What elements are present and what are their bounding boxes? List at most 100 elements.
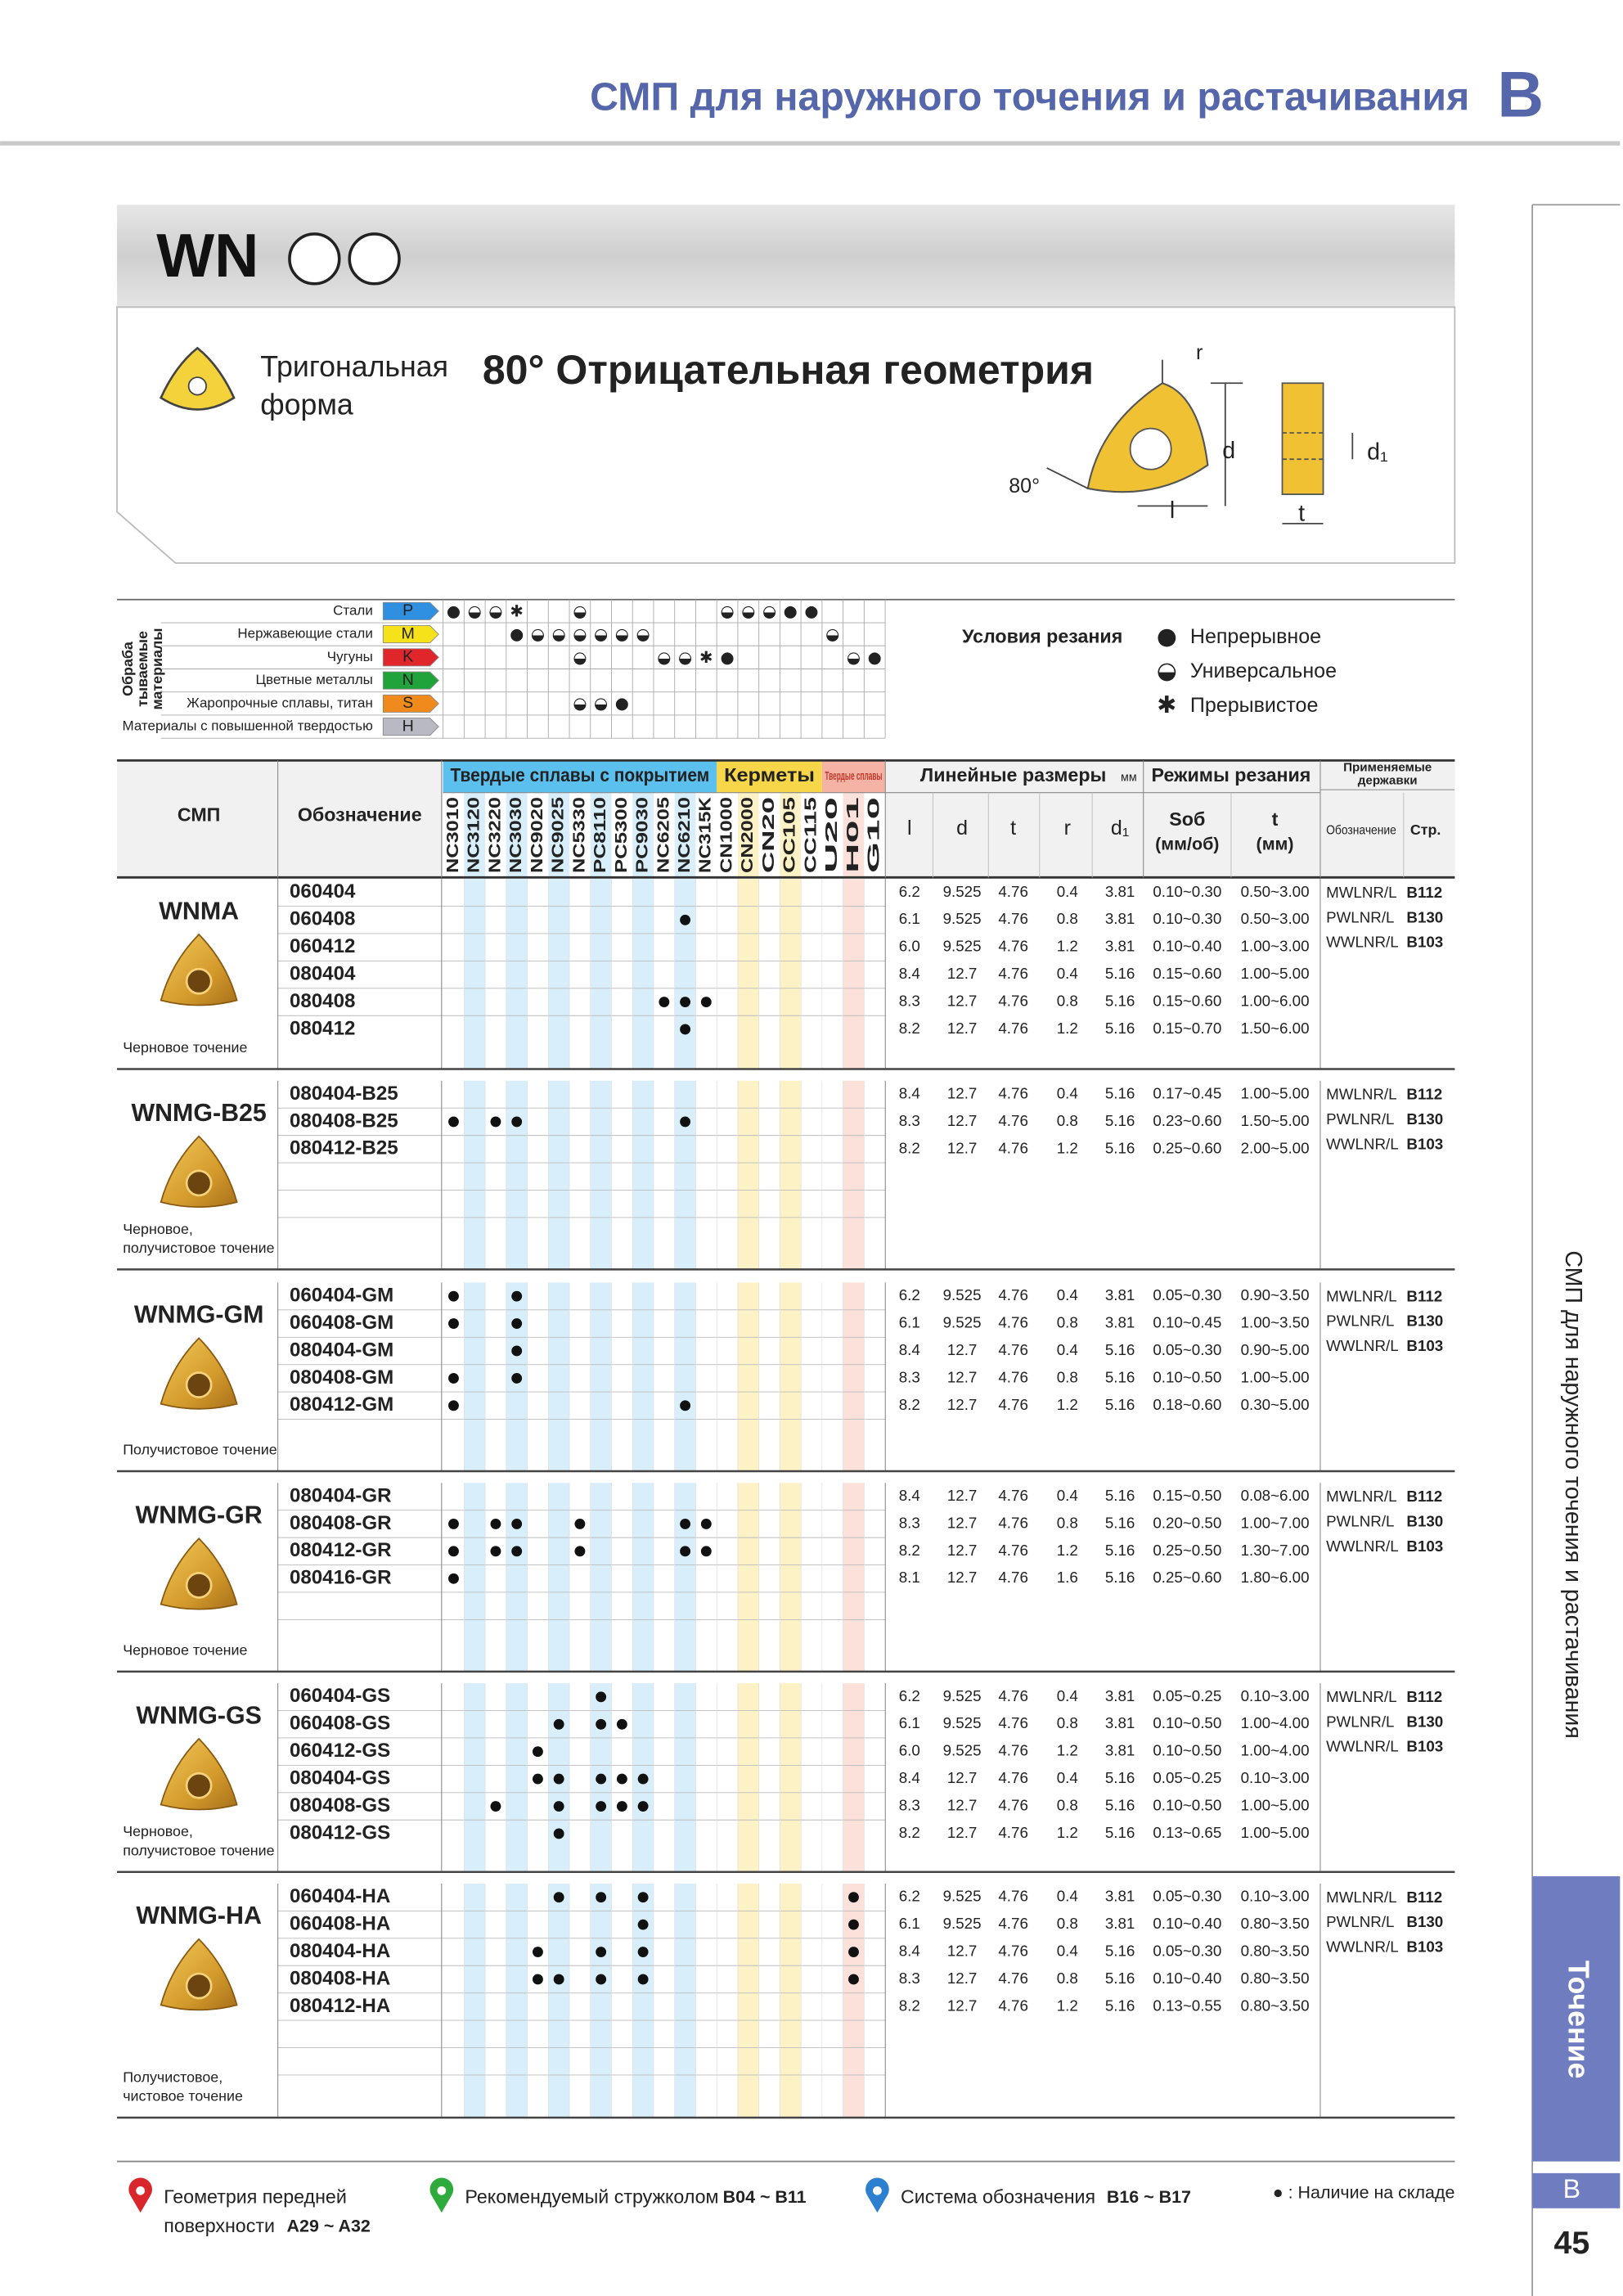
dimension-value: 8.3: [899, 992, 920, 1009]
dimension-value: 4.76: [998, 883, 1028, 900]
grade-name: U20: [822, 797, 841, 873]
side-tab-label: Точение: [1562, 1961, 1594, 2079]
grade-name: NC3010: [443, 797, 462, 873]
side-tab[interactable]: [1532, 1876, 1621, 2162]
dimension-value: 3.81: [1105, 1687, 1135, 1704]
depth-value: 0.80~3.50: [1241, 1943, 1310, 1960]
depth-value: 1.00~5.00: [1241, 1368, 1310, 1385]
insert-code: 080404-HA: [290, 1940, 390, 1962]
dimension-value: 3.81: [1105, 1314, 1135, 1331]
stock-dot: [637, 1773, 649, 1785]
stock-dot: [680, 1546, 691, 1557]
material-suitability: ◒: [531, 625, 545, 644]
holder-code: WWLNR/L: [1326, 1738, 1399, 1755]
holder-page: B112: [1406, 884, 1442, 901]
dimension-value: 0.8: [1057, 1714, 1078, 1731]
stock-note: ● : Наличие на складе: [1273, 2183, 1455, 2203]
holder-page: B112: [1406, 1488, 1442, 1505]
column-header: t: [1010, 817, 1016, 840]
stock-dot: [596, 1974, 607, 1985]
feed-value: 0.15~0.60: [1153, 992, 1221, 1009]
grade-stripe: [780, 1483, 802, 1672]
insert-code: 080404-GR: [290, 1484, 392, 1506]
stock-dot: [511, 1345, 523, 1357]
grade-stripe: [737, 879, 759, 1069]
holder-code: WWLNR/L: [1326, 1337, 1399, 1354]
grade-stripe: [674, 1883, 696, 2118]
footer-link-text: Рекомендуемый стружколом: [465, 2186, 718, 2207]
holder-page: B103: [1406, 934, 1443, 951]
dimension-value: 4.76: [998, 1396, 1028, 1413]
stock-dot: [448, 1573, 459, 1584]
material-letter: N: [402, 671, 414, 689]
stock-dot: [637, 1919, 649, 1930]
insert-application: Черновое точение: [123, 1039, 247, 1056]
material-suitability: ◒: [573, 625, 587, 644]
stock-dot: [553, 1718, 564, 1730]
material-name: Жаропрочные сплавы, титан: [187, 695, 373, 710]
insert-application: Черновое точение: [123, 1642, 247, 1659]
grade-stripe: [590, 1883, 612, 2118]
grade-group-header: [821, 760, 886, 793]
dimension-value: 0.8: [1057, 1112, 1078, 1129]
dimension-value: 4.76: [998, 1970, 1028, 1987]
stock-dot: [574, 1546, 586, 1557]
depth-value: 1.00~3.00: [1241, 938, 1310, 955]
grade-stripe: [632, 879, 654, 1069]
dimension-value: 1.2: [1057, 1997, 1078, 2014]
link-icon-dot: [873, 2186, 882, 2195]
grade-name: NC9025: [549, 797, 568, 873]
material-suitability: ◒: [573, 694, 587, 713]
stock-dot: [532, 1773, 543, 1785]
dimension-value: 4.76: [998, 1112, 1028, 1129]
material-suitability: ◒: [594, 625, 608, 644]
grade-stripe: [464, 1282, 486, 1471]
material-suitability: ✱: [699, 648, 713, 667]
grade-name: NC3220: [485, 797, 504, 873]
dimension-value: 8.2: [899, 1139, 920, 1156]
insert-diagram: r d 80° l t d₁: [1009, 341, 1387, 527]
stock-dot: [596, 1718, 607, 1730]
grade-header-cell: [443, 792, 465, 878]
dimension-value: 0.8: [1057, 1915, 1078, 1932]
footer-link-pages: B04 ~ B11: [723, 2187, 807, 2207]
dimension-value: 12.7: [947, 1970, 977, 1987]
grade-name: NC3030: [506, 797, 525, 873]
stock-dot: [616, 1773, 627, 1785]
grade-group-label: Керметы: [724, 764, 815, 786]
stock-dot: [680, 1518, 691, 1529]
material-letter: K: [402, 648, 413, 666]
grade-header-cell: [780, 792, 802, 878]
grade-stripe: [843, 1483, 865, 1672]
diagram-label: r: [1196, 341, 1203, 364]
insert-code: 060408-GM: [290, 1312, 393, 1334]
code-placeholder: [348, 232, 401, 286]
dimension-value: 4.76: [998, 1314, 1028, 1331]
feed-value: 0.18~0.60: [1153, 1396, 1221, 1413]
material-suitability: ◒: [573, 601, 587, 620]
dimension-value: 12.7: [947, 1084, 977, 1101]
insert-code: 080412-HA: [290, 1995, 390, 2017]
depth-value: 0.10~3.00: [1241, 1687, 1310, 1704]
code-placeholder: [288, 232, 341, 286]
dimension-value: 8.2: [899, 1542, 920, 1559]
dimension-value: 5.16: [1105, 992, 1135, 1009]
stock-dot: [490, 1546, 501, 1557]
dimension-value: 5.16: [1105, 1824, 1135, 1841]
grade-name: CN1000: [717, 797, 735, 873]
dimension-value: 3.81: [1105, 1888, 1135, 1905]
grade-name: CC105: [780, 797, 799, 873]
grade-stripe: [737, 1282, 759, 1471]
feed-value: 0.23~0.60: [1153, 1112, 1221, 1129]
stock-dot: [511, 1290, 523, 1302]
stock-dot: [532, 1947, 543, 1957]
grade-stripe: [548, 1883, 570, 2118]
grade-stripe: [506, 1080, 528, 1270]
grade-name: NC6205: [654, 797, 672, 873]
grade-stripe: [674, 879, 696, 1069]
insert-code: 080408: [290, 990, 355, 1012]
grade-header-cell: [695, 792, 717, 878]
stock-dot: [511, 1518, 523, 1529]
dimension-value: 4.76: [998, 1341, 1028, 1358]
feed-value: 0.10~0.30: [1153, 883, 1221, 900]
